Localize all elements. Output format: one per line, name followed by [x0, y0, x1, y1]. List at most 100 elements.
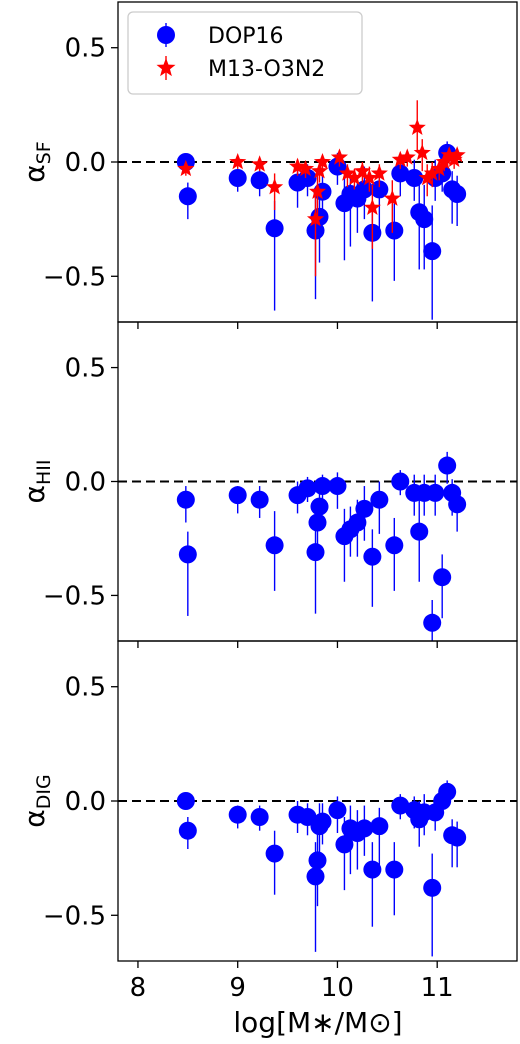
dop16-point: [306, 867, 325, 886]
dop16-point: [391, 164, 410, 183]
y-tick-label: −0.5: [43, 901, 106, 931]
m13-star-point: [398, 148, 416, 165]
y-tick-label: 0.5: [65, 673, 106, 703]
y-axis-label: αSF: [18, 141, 55, 182]
dop16-point: [438, 782, 457, 801]
dop16-point: [265, 219, 284, 238]
dop16-point: [370, 180, 389, 199]
m13-star-point: [266, 178, 284, 195]
dop16-point: [426, 483, 445, 502]
legend-box: [127, 11, 363, 95]
y-tick-label: 0.5: [65, 34, 106, 64]
dop16-point: [433, 568, 452, 587]
m13-star-point: [383, 189, 401, 206]
m13-star-point: [440, 146, 458, 163]
dop16-point: [423, 242, 442, 261]
m13-star-point: [408, 118, 426, 135]
x-tick-label: 10: [321, 973, 354, 1003]
dop16-point: [355, 499, 374, 518]
dop16-point: [306, 543, 325, 562]
dop16-point: [298, 479, 317, 498]
dop16-point: [391, 796, 410, 815]
dop16-point: [405, 169, 424, 187]
dop16-point: [385, 221, 404, 240]
dop16-point: [250, 171, 269, 190]
x-axis: 8 9 10 11: [130, 973, 454, 1003]
m13-star-point: [177, 159, 195, 177]
legend-star-icon: [156, 58, 176, 77]
m13-star-point: [345, 169, 363, 186]
y-tick-label: 0.0: [65, 148, 106, 178]
m13-star-point: [310, 162, 329, 179]
dop16-point: [410, 522, 429, 541]
legend: DOP16 M13-O3N2: [127, 11, 363, 95]
dop16-point: [423, 878, 442, 897]
y-tick-label: −0.5: [43, 581, 106, 611]
y-tick-label: −0.5: [43, 262, 106, 292]
panel-sf: 0.5 0.0 −0.5 αSF: [18, 1, 518, 329]
m13-star-point: [430, 159, 448, 177]
data-area: [176, 780, 467, 957]
dop16-point: [228, 169, 247, 187]
dop16-point: [348, 513, 367, 532]
dop16-point: [228, 805, 247, 824]
m13-star-point: [330, 148, 348, 165]
dop16-point: [176, 490, 195, 509]
dop16-point: [250, 490, 269, 509]
m13-star-point: [370, 164, 388, 181]
m13-star-point: [306, 210, 325, 227]
dop16-point: [363, 860, 382, 879]
panel-hii: 0.5 0.0 −0.5 αHII: [18, 321, 518, 648]
legend-label: M13-O3N2: [208, 57, 325, 82]
m13-star-point: [288, 157, 307, 174]
m13-star-point: [363, 198, 381, 215]
y-axis-label: αHII: [18, 460, 55, 504]
y-tick-label: 0.0: [65, 787, 106, 817]
m13-star-point: [308, 182, 327, 199]
x-tick-label: 8: [130, 973, 147, 1003]
dop16-point: [448, 495, 467, 514]
y-axis-label: αDIG: [18, 774, 55, 827]
dop16-point: [370, 817, 389, 836]
dop16-point: [448, 185, 467, 203]
dop16-point: [415, 210, 434, 229]
dop16-point: [313, 812, 332, 831]
panel-dig: 0.5 0.0 −0.5 αDIG: [18, 640, 518, 968]
dop16-point: [265, 536, 284, 555]
dop16-point: [423, 613, 442, 632]
legend-label: DOP16: [208, 24, 284, 49]
m13-star-point: [338, 164, 356, 181]
x-tick-label: 9: [229, 973, 246, 1003]
dop16-point: [265, 844, 284, 863]
m13-star-point: [251, 155, 269, 172]
x-tick-label: 11: [421, 973, 454, 1003]
m13-star-point: [435, 153, 453, 170]
dop16-point: [363, 547, 382, 566]
m13-star-point: [391, 150, 409, 167]
m13-star-point: [423, 164, 441, 181]
dop16-point: [308, 513, 327, 532]
dop16-point: [385, 536, 404, 555]
data-area: [176, 100, 467, 320]
dop16-point: [385, 860, 404, 879]
dop16-point: [178, 187, 197, 206]
m13-star-point: [418, 169, 436, 186]
dop16-point: [228, 486, 247, 505]
m13-star-point: [313, 153, 332, 170]
dop16-point: [328, 801, 347, 820]
m13-star-point: [360, 169, 378, 186]
dop16-point: [370, 490, 389, 509]
m13-star-point: [229, 153, 247, 170]
dop16-point: [310, 497, 329, 516]
dop16-point: [308, 851, 327, 870]
m13-star-point: [448, 146, 466, 163]
dop16-point: [250, 808, 269, 826]
dop16-point: [448, 828, 467, 847]
data-area: [176, 451, 467, 641]
m13-star-point: [296, 159, 315, 177]
dop16-point: [438, 456, 457, 475]
y-tick-label: 0.0: [65, 468, 106, 498]
dop16-point: [328, 477, 347, 496]
dop16-point: [391, 472, 410, 491]
